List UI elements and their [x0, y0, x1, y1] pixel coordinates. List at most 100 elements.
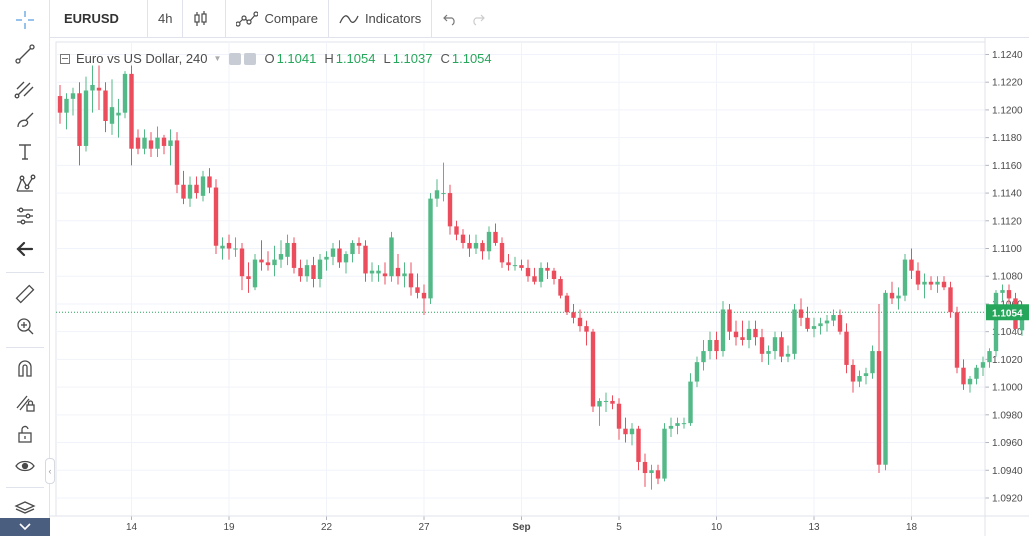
candlestick-chart[interactable]: 1.1240 1.1220 1.1200 1.1180 1.1160 1.1140 1.11… [50, 38, 1029, 536]
compare-button[interactable]: Compare [226, 0, 329, 38]
symbol-search[interactable]: EURUSD [50, 0, 148, 38]
candle-body [779, 337, 784, 357]
candle-body [655, 470, 661, 479]
price-tick-label: 1.1200 [992, 105, 1023, 116]
candle-body [811, 326, 817, 329]
crosshair-icon[interactable] [9, 6, 41, 34]
ruler-icon[interactable] [9, 280, 41, 308]
undo-icon[interactable] [442, 12, 458, 26]
brush-icon[interactable] [9, 106, 41, 134]
candle-body [311, 265, 316, 279]
candle-body [187, 184, 193, 199]
indicators-button[interactable]: Indicators [329, 0, 433, 38]
pattern-icon[interactable] [9, 170, 41, 198]
candle-body [122, 73, 128, 113]
candle-body [454, 226, 459, 235]
candle-body [291, 242, 297, 268]
candle-body [350, 242, 355, 255]
candle-body [168, 140, 173, 146]
candle-body [785, 353, 791, 357]
candle-body [246, 276, 251, 279]
interval-button[interactable]: 4h [148, 0, 184, 38]
candle-body [681, 423, 687, 425]
price-tick-label: 1.1000 [992, 383, 1023, 394]
candle-body [57, 96, 63, 113]
chart-style-button[interactable] [183, 0, 227, 38]
candle-body [675, 423, 680, 426]
candle-body [863, 373, 869, 377]
lock-drawing-icon[interactable] [9, 388, 41, 416]
toolbar-scroll-down[interactable] [0, 518, 50, 536]
price-tick-label: 1.1220 [992, 78, 1023, 89]
time-tick-label: 14 [126, 522, 138, 533]
price-tick-label: 1.1240 [992, 50, 1023, 61]
price-tick-label: 1.1180 [992, 133, 1022, 144]
candle-body [343, 254, 349, 263]
compare-label: Compare [264, 11, 318, 26]
candle-body [285, 242, 290, 257]
candle-body [480, 242, 485, 252]
candle-body [174, 140, 180, 185]
candle-body [70, 93, 76, 99]
candle-body [441, 193, 446, 195]
candle-body [766, 351, 771, 354]
candle-body [616, 403, 622, 429]
collapse-legend-icon[interactable] [60, 53, 70, 64]
candle-body [220, 245, 225, 249]
candle-body [941, 281, 947, 288]
candle-body [460, 234, 466, 243]
candle-body [668, 425, 674, 429]
close-label: C [440, 51, 450, 66]
time-tick-label: 22 [321, 522, 333, 533]
magnet-icon[interactable] [9, 355, 41, 383]
candle-body [233, 248, 238, 250]
candle-body [759, 337, 765, 354]
candle-body [590, 331, 596, 407]
pitchfork-icon[interactable] [9, 74, 41, 102]
prediction-icon[interactable] [9, 202, 41, 230]
candle-body [278, 254, 284, 260]
price-tick-label: 1.0940 [992, 466, 1023, 477]
indicators-label: Indicators [364, 11, 422, 26]
candle-body [571, 312, 576, 318]
candle-body [889, 292, 895, 299]
candle-body [805, 317, 810, 329]
eye-icon[interactable] [9, 452, 41, 480]
zoom-in-icon[interactable] [9, 312, 41, 340]
back-arrow-icon[interactable] [9, 235, 41, 263]
candle-body [967, 378, 973, 385]
candle-body [928, 281, 934, 285]
layers-icon[interactable] [9, 494, 41, 522]
candle-body [870, 351, 875, 374]
candle-body [558, 279, 563, 296]
candle-body [519, 265, 524, 268]
drawing-toolbar [0, 0, 50, 536]
trend-line-icon[interactable] [9, 40, 41, 68]
candle-body [597, 400, 602, 407]
candle-body [772, 337, 778, 352]
price-tick-label: 1.0920 [992, 493, 1023, 504]
price-tick-label: 1.1080 [992, 272, 1023, 283]
last-price-label: 1.1054 [992, 308, 1023, 319]
candle-body [486, 231, 492, 252]
candle-body [896, 295, 901, 299]
time-tick-label: Sep [512, 522, 530, 533]
candle-body [746, 328, 752, 340]
candle-body [798, 309, 804, 318]
candle-body [701, 351, 706, 363]
candle-body [213, 187, 219, 246]
toolbar-collapse-handle[interactable]: ‹ [45, 458, 55, 484]
text-icon[interactable] [9, 138, 41, 166]
unlock-icon[interactable] [9, 420, 41, 448]
candle-body [200, 176, 206, 196]
candle-body [116, 112, 121, 116]
candle-body [688, 381, 693, 424]
redo-icon[interactable] [470, 12, 486, 26]
close-icon[interactable] [244, 52, 257, 65]
settings-icon[interactable] [229, 52, 242, 65]
candle-body [857, 376, 862, 382]
chart-pane[interactable]: Euro vs US Dollar, 240 ▼ O 1.1041 H 1.1054… [50, 38, 1029, 536]
candle-body [720, 309, 726, 352]
candle-body [415, 287, 420, 293]
chevron-down-icon[interactable]: ▼ [213, 54, 222, 63]
